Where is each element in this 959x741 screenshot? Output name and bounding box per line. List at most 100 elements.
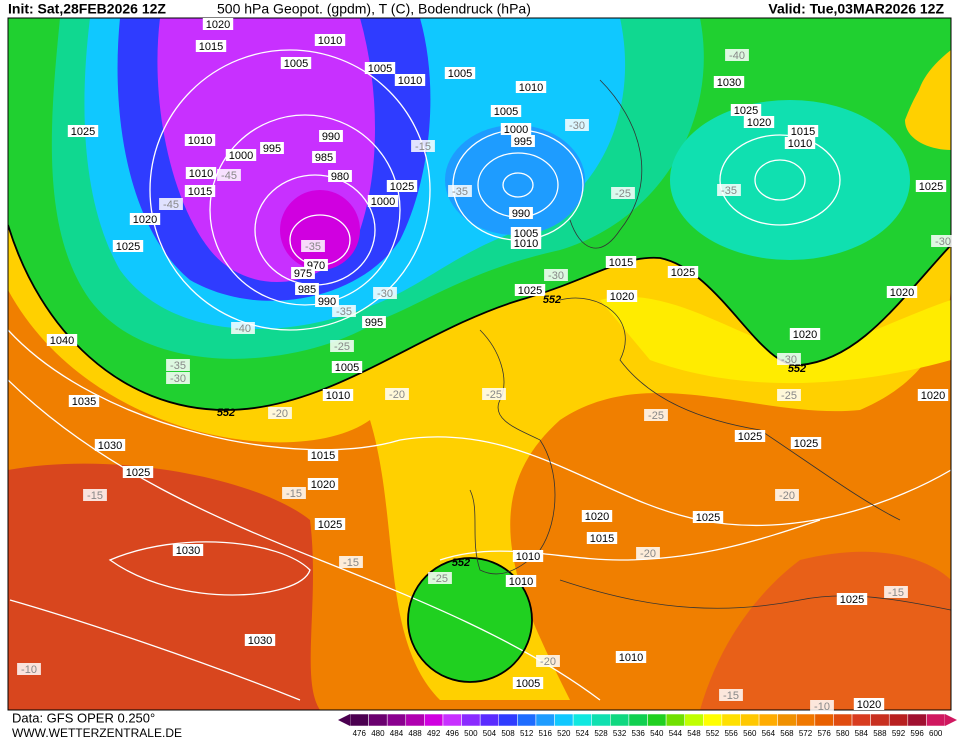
pressure-label: 1025 — [794, 438, 818, 450]
temperature-label: -15 — [87, 490, 103, 502]
temperature-label: -35 — [452, 186, 468, 198]
temperature-label-box — [83, 489, 107, 501]
temperature-label: -25 — [334, 341, 350, 353]
pressure-label-box — [853, 698, 885, 710]
colorbar-swatch — [498, 713, 518, 727]
pressure-label: 1005 — [368, 63, 392, 75]
map-title: 500 hPa Geopot. (gpdm), T (C), Bodendruc… — [217, 1, 531, 17]
temperature-label: -35 — [170, 360, 186, 372]
colorbar-swatch — [386, 713, 407, 727]
pressure-label: 1020 — [206, 19, 230, 31]
pressure-label: 1020 — [610, 291, 634, 303]
colorbar-label: 496 — [446, 729, 460, 738]
pressure-label: 1000 — [371, 196, 395, 208]
temperature-label-box — [282, 487, 306, 499]
pressure-label: 1020 — [585, 511, 609, 523]
colorbar-swatch — [424, 713, 444, 727]
temperature-label: -20 — [540, 656, 556, 668]
colorbar-swatch — [405, 713, 425, 727]
colorbar-label: 504 — [483, 729, 497, 738]
pressure-label: 1025 — [318, 519, 342, 531]
pressure-label: 1010 — [519, 82, 543, 94]
colorbar-label: 556 — [724, 729, 738, 738]
pressure-label-box — [836, 593, 868, 605]
colorbar-label: 492 — [427, 729, 441, 738]
pressure-label: 1015 — [609, 257, 633, 269]
temperature-label-box — [884, 586, 908, 598]
pressure-label: 1025 — [696, 512, 720, 524]
pressure-label-box — [184, 134, 216, 146]
pressure-label-box — [606, 290, 638, 302]
pressure-label-box — [515, 81, 547, 93]
geopotential-label: 552 — [217, 407, 235, 419]
colorbar-swatch — [461, 713, 481, 727]
pressure-label-box — [331, 361, 363, 373]
colorbar-swatch — [833, 713, 853, 727]
pressure-label: 1030 — [98, 440, 122, 452]
pressure-label: 995 — [514, 136, 532, 148]
temperature-label-box — [217, 169, 241, 181]
temperature-label-box — [428, 572, 452, 584]
temperature-label-box — [810, 700, 834, 712]
temperature-label-box — [301, 240, 325, 252]
geopotential-label: 552 — [788, 363, 806, 375]
colorbar-swatch — [796, 713, 816, 727]
temperature-label-box — [339, 556, 363, 568]
pressure-label: 1020 — [133, 214, 157, 226]
colorbar-label: 576 — [817, 729, 831, 738]
pressure-label: 1010 — [509, 576, 533, 588]
pressure-label: 1015 — [188, 186, 212, 198]
colorbar-label: 580 — [836, 729, 850, 738]
temperature-label-box — [565, 119, 589, 131]
pressure-label-box — [605, 256, 637, 268]
pressure-label-box — [307, 478, 339, 490]
temperature-label: -40 — [235, 323, 251, 335]
colorbar-label: 500 — [464, 729, 478, 738]
pressure-label-box — [514, 284, 546, 296]
pressure-label: 990 — [512, 208, 530, 220]
colorbar-swatch — [442, 713, 462, 727]
pressure-label-box — [314, 34, 346, 46]
pressure-label: 1005 — [448, 68, 472, 80]
pressure-label: 1015 — [791, 126, 815, 138]
temperature-label: -30 — [781, 354, 797, 366]
pressure-label: 1005 — [335, 362, 359, 374]
pressure-label: 1015 — [199, 41, 223, 53]
pressure-label-box — [615, 651, 647, 663]
temperature-label: -30 — [170, 373, 186, 385]
pressure-label-box — [386, 180, 418, 192]
temperature-label-box — [166, 372, 190, 384]
colorbar-swatch — [870, 713, 890, 727]
pressure-label: 1040 — [50, 335, 74, 347]
pressure-label: 1005 — [514, 228, 538, 240]
colorbar-label: 524 — [576, 729, 590, 738]
temperature-label: -40 — [729, 50, 745, 62]
colorbar-swatch — [907, 713, 927, 727]
temperature-label: -15 — [343, 557, 359, 569]
pressure-label-box — [291, 267, 315, 279]
pressure-label-box — [67, 125, 99, 137]
temperature-label-box — [725, 49, 749, 61]
colorbar-swatch — [851, 713, 871, 727]
temperature-label: -15 — [415, 141, 431, 153]
pressure-label-box — [322, 389, 354, 401]
colorbar-swatch — [814, 713, 834, 727]
temperature-label: -10 — [21, 664, 37, 676]
temperature-label: -30 — [377, 288, 393, 300]
pressure-label: 1025 — [738, 431, 762, 443]
pressure-label-box — [490, 105, 522, 117]
pressure-label-box — [510, 227, 542, 239]
colorbar-swatch — [535, 713, 555, 727]
pressure-label-box — [581, 510, 613, 522]
pressure-label-box — [713, 76, 745, 88]
pressure-label-box — [328, 170, 352, 182]
field-red — [8, 463, 320, 710]
colorbar-swatch — [740, 713, 760, 727]
colorbar-label: 548 — [687, 729, 701, 738]
temperature-label: -25 — [781, 390, 797, 402]
pressure-label: 1010 — [619, 652, 643, 664]
map-field — [8, 18, 951, 710]
temperature-label-box — [411, 140, 435, 152]
pressure-label-box — [185, 167, 217, 179]
colorbar-label: 544 — [669, 729, 683, 738]
